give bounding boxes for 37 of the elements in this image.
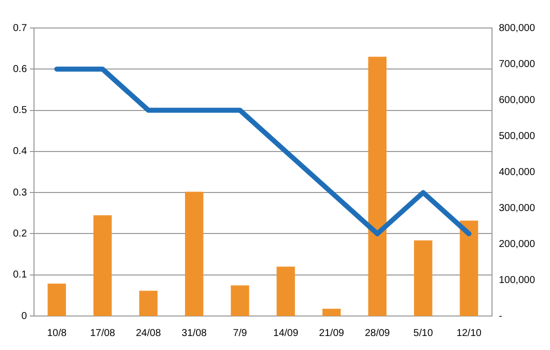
y2-tick-label: 800,000 xyxy=(498,22,536,34)
bar xyxy=(185,192,204,316)
x-tick-label: 14/09 xyxy=(273,328,299,339)
y-tick-label: 0.5 xyxy=(12,105,28,116)
bar xyxy=(48,284,66,316)
y2-tick-label: 500,000 xyxy=(498,130,536,142)
x-tick-label: 31/08 xyxy=(182,328,208,339)
bar xyxy=(139,290,158,316)
x-tick-label: 5/10 xyxy=(413,328,434,339)
x-tick-label: 12/10 xyxy=(456,328,482,339)
x-tick-label: 21/09 xyxy=(319,328,345,339)
y2-tick-label: - xyxy=(498,310,502,322)
bar xyxy=(414,240,432,316)
x-tick-label: 28/09 xyxy=(364,328,390,339)
y2-tick-label: 400,000 xyxy=(498,166,536,178)
x-tick-label: 24/08 xyxy=(136,328,162,339)
x-tick-label: 17/08 xyxy=(90,328,116,339)
bar xyxy=(322,308,341,316)
y-tick-label: 0.4 xyxy=(12,146,28,158)
y2-tick-label: 100,000 xyxy=(498,274,536,286)
bar xyxy=(276,266,295,316)
y-tick-label: 0.1 xyxy=(12,270,28,281)
y-tick-label: 0.7 xyxy=(12,22,28,34)
y2-tick-label: 200,000 xyxy=(498,238,536,250)
y-tick-label: 0.6 xyxy=(12,64,28,75)
y-tick-label: 0 xyxy=(21,310,28,322)
x-tick-label: 7/9 xyxy=(233,328,248,339)
y-tick-label: 0.3 xyxy=(12,187,28,198)
x-tick-label: 10/8 xyxy=(47,328,67,339)
y2-tick-label: 600,000 xyxy=(498,94,536,106)
y2-tick-label: 700,000 xyxy=(498,58,536,70)
y2-tick-label: 300,000 xyxy=(498,202,536,214)
bar xyxy=(93,215,112,316)
bar xyxy=(230,285,250,316)
bar xyxy=(460,220,478,316)
bar xyxy=(368,56,387,316)
y-tick-label: 0.2 xyxy=(12,228,28,240)
